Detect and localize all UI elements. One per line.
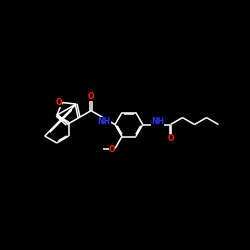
Text: NH: NH bbox=[98, 116, 110, 126]
Text: O: O bbox=[88, 92, 94, 101]
Text: NH: NH bbox=[151, 116, 164, 126]
Text: O: O bbox=[56, 98, 62, 107]
Text: O: O bbox=[167, 134, 174, 143]
Text: O: O bbox=[109, 145, 116, 154]
